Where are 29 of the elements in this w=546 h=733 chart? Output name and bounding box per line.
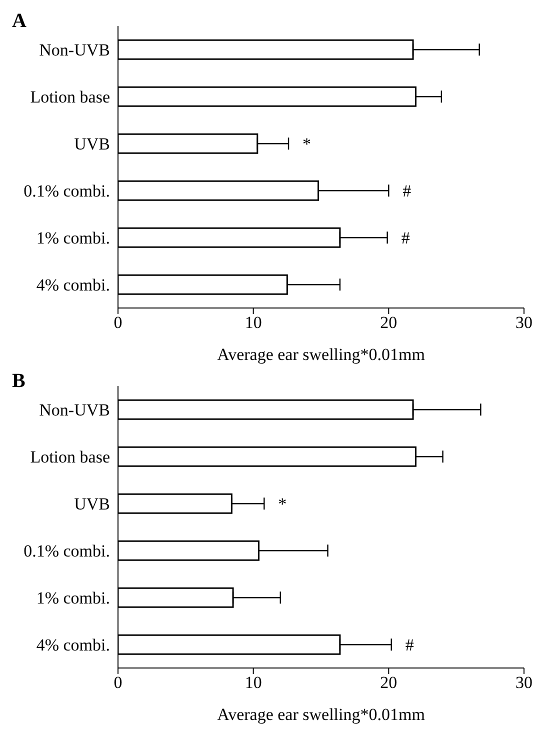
y-tick-label: Non-UVB <box>39 40 110 60</box>
x-tick-label: 20 <box>380 313 398 332</box>
y-tick-label: 0.1% combi. <box>24 542 110 561</box>
x-axis-title: Average ear swelling*0.01mm <box>217 345 425 364</box>
x-tick-label: 0 <box>114 673 122 692</box>
y-tick-label: 4% combi. <box>36 636 110 655</box>
y-tick-label: Lotion base <box>30 448 110 467</box>
annotation: * <box>278 494 287 514</box>
x-axis-title: Average ear swelling*0.01mm <box>217 705 425 724</box>
y-tick-label: UVB <box>74 494 110 514</box>
chart-title: B <box>12 370 26 393</box>
y-tick-label: Lotion base <box>30 88 110 107</box>
x-tick-label: 0 <box>114 313 122 332</box>
y-tick-label: UVB <box>74 134 110 154</box>
x-tick-label: 10 <box>244 313 262 332</box>
annotation: # <box>405 636 414 655</box>
y-tick-label: 1% combi. <box>36 228 110 248</box>
annotation: # <box>402 182 412 201</box>
y-tick-label: 0.1% combi. <box>24 182 110 201</box>
annotation: # <box>401 228 410 248</box>
y-tick-label: 1% combi. <box>36 588 110 608</box>
x-tick-label: 30 <box>516 313 532 332</box>
x-tick-label: 20 <box>380 673 398 692</box>
annotation: * <box>302 134 312 154</box>
x-tick-label: 30 <box>516 673 532 692</box>
y-tick-label: 4% combi. <box>36 276 110 295</box>
chart-title: A <box>12 10 26 33</box>
x-tick-label: 10 <box>244 673 262 692</box>
y-tick-label: Non-UVB <box>39 400 110 420</box>
